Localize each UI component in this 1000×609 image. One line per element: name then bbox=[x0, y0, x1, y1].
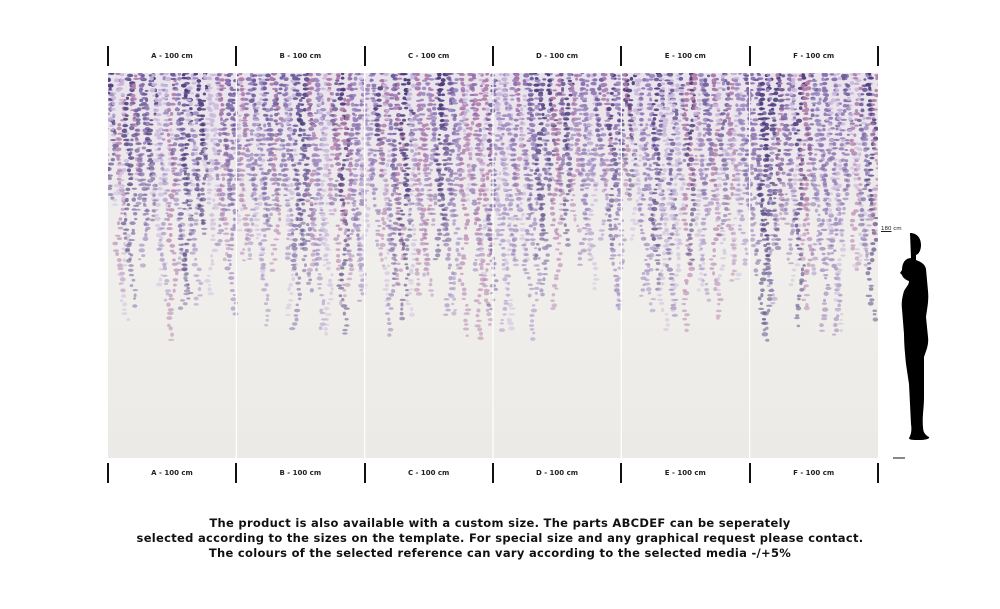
top-tick bbox=[877, 46, 879, 66]
human-silhouette-scale bbox=[893, 233, 930, 459]
top-tick bbox=[748, 46, 751, 66]
top-tick bbox=[107, 46, 109, 66]
product-notes: The product is also available with a cus… bbox=[0, 516, 1000, 561]
bottom-tick bbox=[620, 463, 623, 483]
top-panel-label: F - 100 cm bbox=[793, 52, 835, 60]
bottom-panel-label: D - 100 cm bbox=[535, 469, 579, 477]
top-tick bbox=[235, 46, 238, 66]
bottom-tick bbox=[363, 463, 366, 483]
bottom-tick bbox=[748, 463, 751, 483]
top-tick bbox=[620, 46, 623, 66]
bottom-panel-label: A - 100 cm bbox=[151, 469, 193, 477]
bottom-panel-label: B - 100 cm bbox=[279, 469, 322, 477]
top-panel-label: B - 100 cm bbox=[279, 52, 322, 60]
wisteria-mural-image bbox=[108, 73, 878, 458]
bottom-panel-label: C - 100 cm bbox=[407, 469, 450, 477]
top-panel-label: C - 100 cm bbox=[407, 52, 450, 60]
person-height-label: 180 cm bbox=[881, 226, 902, 232]
bottom-tick bbox=[877, 463, 879, 483]
bottom-tick bbox=[107, 463, 109, 483]
note-line-1: The product is also available with a cus… bbox=[209, 516, 791, 530]
top-panel-label: D - 100 cm bbox=[535, 52, 579, 60]
top-tick bbox=[363, 46, 366, 66]
bottom-panel-label: F - 100 cm bbox=[793, 469, 835, 477]
bottom-panel-label: E - 100 cm bbox=[664, 469, 706, 477]
top-panel-label: A - 100 cm bbox=[151, 52, 193, 60]
bottom-tick bbox=[492, 463, 494, 483]
note-line-2: selected according to the sizes on the t… bbox=[136, 531, 864, 545]
top-panel-label: E - 100 cm bbox=[664, 52, 706, 60]
top-tick bbox=[492, 46, 494, 66]
bottom-tick bbox=[235, 463, 238, 483]
note-line-3: The colours of the selected reference ca… bbox=[208, 546, 792, 560]
